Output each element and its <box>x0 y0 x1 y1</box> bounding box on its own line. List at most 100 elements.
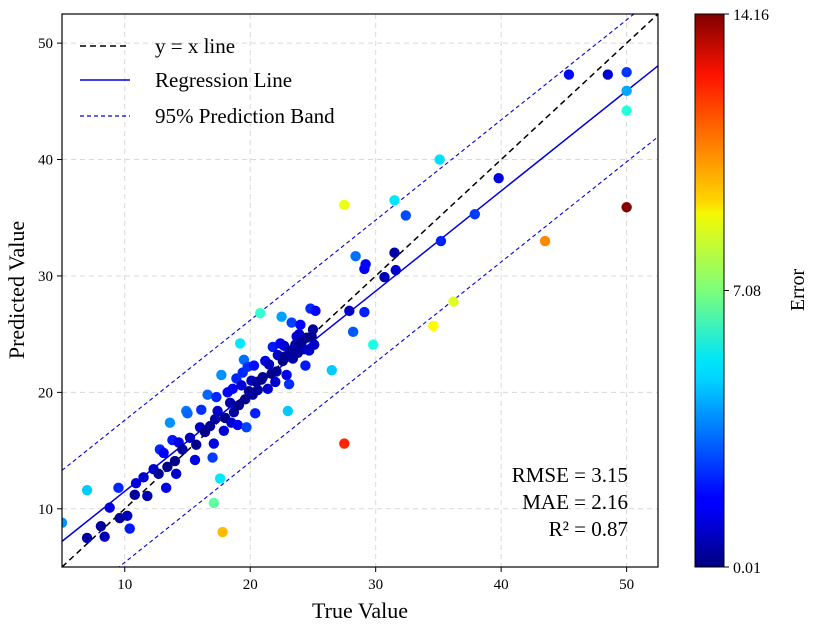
axis-ticks: 10 20 30 40 50 10 20 30 40 50 <box>38 36 634 593</box>
data-point <box>400 210 411 221</box>
legend-label-yx: y = x line <box>155 34 235 58</box>
data-point <box>211 391 222 403</box>
data-point <box>379 271 390 283</box>
data-point <box>162 461 173 473</box>
scatter-points <box>62 67 632 544</box>
data-point <box>236 380 247 391</box>
y-axis-label: Predicted Value <box>4 221 29 359</box>
data-point <box>344 305 355 317</box>
data-point <box>248 360 260 371</box>
data-point <box>177 444 188 455</box>
y-tick-label: 40 <box>38 153 53 169</box>
data-point <box>189 454 201 466</box>
data-point <box>262 383 273 395</box>
x-tick-label: 20 <box>243 577 258 593</box>
x-tick-label: 40 <box>494 577 509 593</box>
data-point <box>158 447 169 459</box>
data-point <box>448 296 459 307</box>
data-point <box>469 209 481 220</box>
colorbar-tick-label-max: 14.16 <box>733 7 769 24</box>
data-point <box>122 510 133 521</box>
data-point <box>389 195 400 206</box>
data-point <box>81 484 93 496</box>
data-point <box>263 359 275 370</box>
data-point <box>428 320 439 332</box>
x-tick-label: 10 <box>117 577 132 593</box>
colorbar-gradient <box>694 13 725 568</box>
data-point <box>191 439 202 450</box>
data-point <box>227 383 238 395</box>
data-point <box>81 532 93 544</box>
data-point <box>184 432 196 443</box>
data-point <box>271 366 282 377</box>
colorbar: 0.01 7.08 14.16 Error <box>694 7 809 577</box>
x-axis-label: True Value <box>312 598 408 623</box>
data-point <box>212 405 223 417</box>
data-point <box>276 311 287 322</box>
grid <box>62 14 658 567</box>
data-point <box>360 259 371 270</box>
data-point <box>138 472 149 483</box>
colorbar-tick-label-min: 0.01 <box>733 560 761 577</box>
data-point <box>182 408 193 419</box>
prediction-band-upper <box>62 14 635 471</box>
plot-frame <box>61 13 659 568</box>
colorbar-tick-label-mid: 7.08 <box>733 283 761 300</box>
data-point <box>252 384 263 396</box>
data-point <box>142 490 153 502</box>
data-point <box>164 417 176 428</box>
prediction-band-lower <box>118 136 658 567</box>
data-point <box>239 394 251 405</box>
data-point <box>350 250 361 262</box>
data-point <box>621 85 632 97</box>
data-point <box>347 326 359 338</box>
data-point <box>283 379 295 390</box>
data-point <box>208 497 220 509</box>
data-point <box>309 339 320 350</box>
data-point <box>217 526 228 538</box>
data-point <box>207 452 218 463</box>
legend-label-regression: Regression Line <box>155 68 292 92</box>
data-point <box>300 360 311 371</box>
data-point <box>209 413 221 425</box>
data-point <box>621 67 632 78</box>
data-point <box>390 264 401 276</box>
data-point <box>286 317 297 328</box>
data-point <box>339 438 350 449</box>
metric-r2: R² = 0.87 <box>549 517 628 541</box>
data-point <box>621 202 632 213</box>
data-point <box>435 235 447 247</box>
data-point <box>255 308 266 319</box>
data-point <box>99 531 110 542</box>
data-point <box>129 489 140 501</box>
colorbar-label: Error <box>787 269 809 312</box>
data-point <box>250 408 261 419</box>
data-point <box>95 521 107 532</box>
data-point <box>169 455 181 467</box>
data-point <box>295 319 306 331</box>
x-tick-label: 30 <box>368 577 383 593</box>
data-point <box>602 69 614 80</box>
data-point <box>563 69 575 80</box>
data-point <box>434 154 445 165</box>
data-point <box>130 477 142 489</box>
data-point <box>367 339 379 350</box>
data-point <box>113 482 124 494</box>
data-point <box>216 369 227 381</box>
data-point <box>214 473 226 484</box>
metric-mae: MAE = 2.16 <box>522 490 628 514</box>
regression-line <box>62 65 658 542</box>
data-point <box>270 376 281 388</box>
data-point <box>170 468 182 480</box>
data-point <box>241 422 252 433</box>
data-point <box>202 389 213 400</box>
data-point <box>196 404 207 416</box>
y-tick-label: 30 <box>38 269 53 285</box>
data-point <box>224 397 236 409</box>
data-point <box>160 482 172 494</box>
data-point <box>218 425 230 436</box>
data-point <box>208 438 220 449</box>
data-point <box>326 365 337 376</box>
x-tick-label: 50 <box>619 577 634 593</box>
